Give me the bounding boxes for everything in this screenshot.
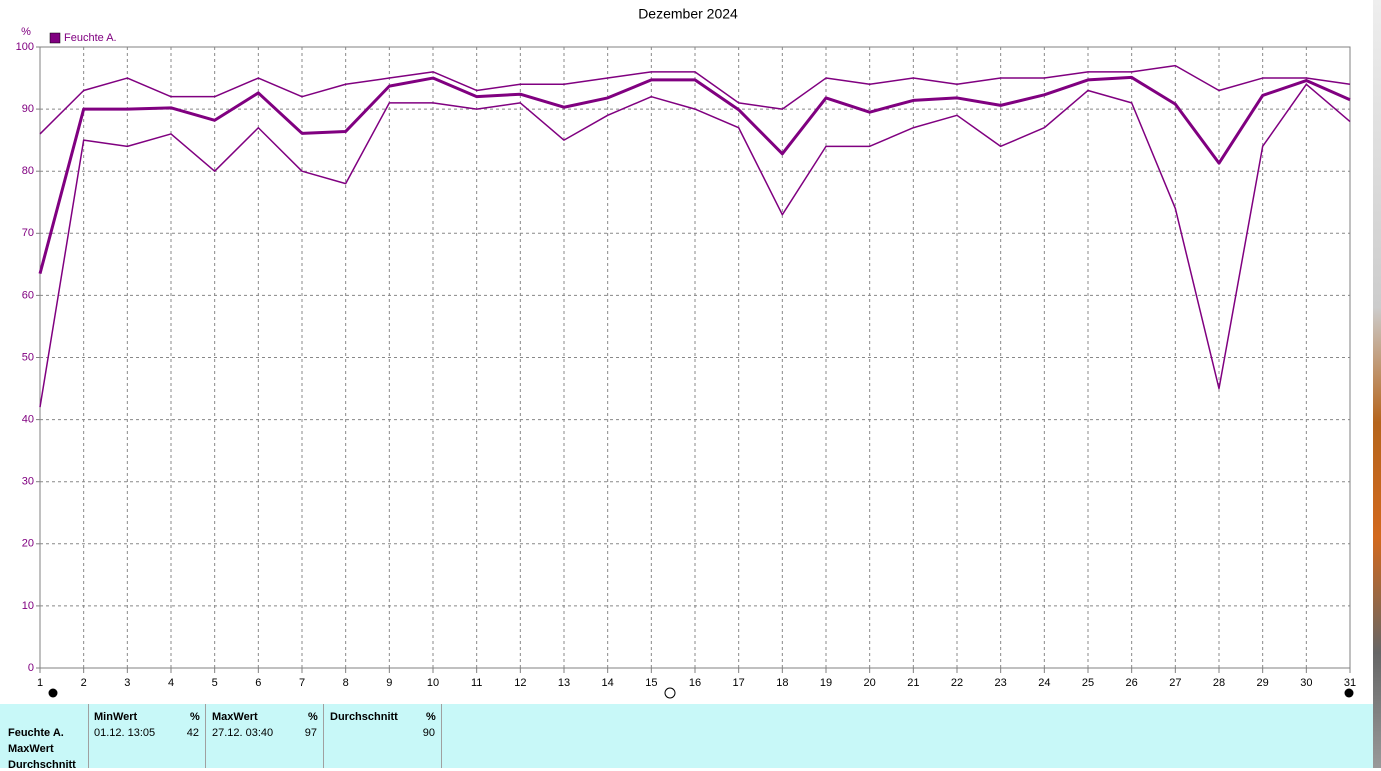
table-column	[324, 704, 442, 768]
y-tick-label: 10	[22, 600, 34, 612]
y-tick-label: 40	[22, 414, 34, 426]
column-header: Durchschnitt	[330, 711, 398, 723]
x-tick-label: 9	[386, 677, 392, 689]
x-tick-label: 24	[1038, 677, 1050, 689]
y-tick-label: 0	[28, 662, 34, 674]
x-tick-label: 15	[645, 677, 657, 689]
x-tick-label: 23	[995, 677, 1007, 689]
x-tick-label: 13	[558, 677, 570, 689]
x-tick-label: 21	[907, 677, 919, 689]
legend-label: Feuchte A.	[64, 32, 117, 44]
chart: Dezember 2024 % Feuchte A. 0 10 20 30 40 50 60…	[16, 6, 1356, 699]
x-tick-label: 12	[514, 677, 526, 689]
cell-value: 42	[186, 727, 199, 739]
x-tick-label: 18	[776, 677, 788, 689]
x-tick-label: 10	[427, 677, 439, 689]
x-tick-label: 30	[1300, 677, 1312, 689]
x-tick-label: 22	[951, 677, 963, 689]
x-tick-label: 28	[1213, 677, 1225, 689]
data-line	[38, 75, 1351, 275]
x-tick-label: 8	[343, 677, 349, 689]
row-label: Durchschnitt	[8, 759, 76, 771]
x-tick-label: 3	[124, 677, 130, 689]
summary-table: Feuchte A. MaxWert Durchschnitt MinWert% 01.…	[0, 704, 1373, 771]
y-axis-label: %	[21, 26, 31, 38]
x-tick-label: 19	[820, 677, 832, 689]
y-tick-label: 60	[22, 289, 34, 301]
column-header: MinWert	[94, 711, 138, 723]
x-tick-label: 27	[1169, 677, 1181, 689]
x-tick-label: 26	[1126, 677, 1138, 689]
y-tick-label: 20	[22, 538, 34, 550]
x-tick-label: 6	[255, 677, 261, 689]
data-line	[39, 64, 1351, 135]
marker	[1344, 688, 1354, 698]
y-tick-label: 80	[22, 165, 34, 177]
x-tick-label: 7	[299, 677, 305, 689]
column-unit: %	[308, 711, 318, 723]
table-column	[206, 704, 324, 768]
cell-time: 01.12. 13:05	[94, 727, 156, 739]
cell-value: 97	[304, 727, 317, 739]
x-tick-label: 5	[212, 677, 218, 689]
background-image-strip	[1373, 0, 1381, 768]
row-label: MaxWert	[8, 743, 54, 755]
y-tick-label: 90	[22, 103, 34, 115]
cell-value: 90	[422, 727, 435, 739]
y-tick-label: 30	[22, 476, 34, 488]
x-tick-label: 29	[1257, 677, 1269, 689]
chart-title: Dezember 2024	[638, 6, 738, 22]
data-line	[39, 83, 1351, 408]
row-label-column	[0, 704, 89, 768]
y-tick-label: 70	[22, 227, 34, 239]
x-tick-label: 2	[81, 677, 87, 689]
column-unit: %	[190, 711, 200, 723]
legend-swatch	[49, 32, 61, 44]
marker	[48, 688, 58, 698]
column-unit: %	[426, 711, 436, 723]
y-tick-label: 50	[22, 351, 34, 363]
x-tick-label: 4	[168, 677, 174, 689]
x-tick-label: 11	[471, 677, 482, 689]
table-column	[88, 704, 206, 768]
x-tick-label: 14	[602, 677, 614, 689]
x-tick-label: 25	[1082, 677, 1094, 689]
x-tick-label: 31	[1344, 677, 1356, 689]
row-label: Feuchte A.	[8, 727, 64, 739]
x-tick-label: 20	[864, 677, 876, 689]
y-tick-label: 100	[16, 41, 34, 53]
x-tick-label: 16	[689, 677, 701, 689]
column-header: MaxWert	[212, 711, 258, 723]
cell-time: 27.12. 03:40	[212, 727, 274, 739]
x-tick-label: 1	[37, 677, 43, 689]
x-tick-label: 17	[733, 677, 745, 689]
marker	[664, 687, 676, 699]
